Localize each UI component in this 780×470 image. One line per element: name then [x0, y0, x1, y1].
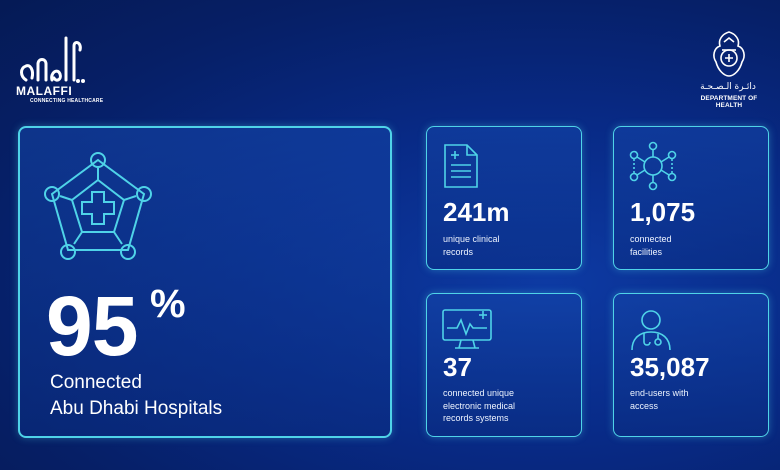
department-of-health-logo: دائـرة الـصـحـة DEPARTMENT OF HEALTH	[684, 30, 774, 109]
facilities-stat-card: 1,075 connected facilities	[613, 126, 769, 270]
hospital-network-icon	[44, 152, 152, 260]
clinical-records-stat-card: 241m unique clinical records	[426, 126, 582, 270]
hospitals-label-line1: Connected	[50, 372, 142, 393]
end-users-stat-card: 35,087 end-users with access	[613, 293, 769, 437]
monitor-heartbeat-icon	[442, 309, 492, 349]
malaffi-wordmark: MALAFFI	[16, 84, 73, 98]
department-arabic-name: دائـرة الـصـحـة	[700, 82, 756, 92]
document-icon	[444, 144, 478, 188]
clinical-records-value: 241m	[443, 197, 510, 227]
department-english-name: DEPARTMENT OF HEALTH	[700, 95, 758, 109]
emr-systems-stat-card: 37 connected unique electronic medical r…	[426, 293, 582, 437]
malaffi-logo: MALAFFI CONNECTING HEALTHCARE	[16, 28, 116, 106]
end-users-description: end-users with access	[630, 388, 689, 411]
emr-systems-value: 37	[443, 352, 472, 382]
malaffi-arabic-calligraphy-logo	[20, 36, 85, 83]
percent-sign: %	[150, 282, 186, 326]
clinical-records-description: unique clinical records	[443, 234, 500, 257]
doctor-icon	[631, 310, 671, 351]
hospitals-label-line2: Abu Dhabi Hospitals	[50, 398, 223, 419]
abu-dhabi-falcon-emblem	[713, 31, 745, 77]
network-nodes-icon	[629, 141, 677, 191]
hospitals-percentage: 95	[46, 279, 138, 373]
malaffi-tagline: CONNECTING HEALTHCARE	[30, 98, 104, 104]
hospitals-stat-card: 95 % Connected Abu Dhabi Hospitals	[18, 126, 392, 438]
emr-systems-description: connected unique electronic medical reco…	[443, 388, 516, 423]
facilities-value: 1,075	[630, 197, 696, 227]
end-users-value: 35,087	[630, 352, 710, 382]
facilities-description: connected facilities	[630, 234, 672, 257]
